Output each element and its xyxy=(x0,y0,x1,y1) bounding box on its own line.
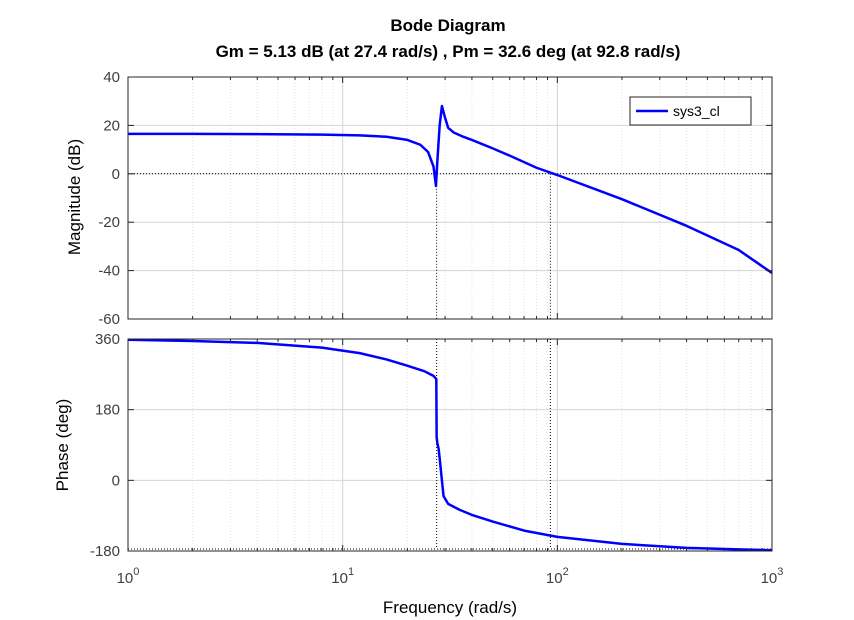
phase-axes-frame xyxy=(127,338,773,552)
magnitude-y-tick-label: 20 xyxy=(103,117,120,134)
magnitude-y-tick-label: -60 xyxy=(98,311,120,328)
magnitude-y-axis-label: Magnitude (dB) xyxy=(65,139,84,255)
phase-y-tick-label: 360 xyxy=(95,331,120,348)
phase-y-tick-label: 0 xyxy=(112,472,120,489)
chart-title: Bode Diagram xyxy=(390,16,505,35)
phase-panel: 360 180 0 -180 xyxy=(90,331,773,560)
legend-label-sys3-cl: sys3_cl xyxy=(673,103,720,119)
x-tick-label: 100 xyxy=(117,566,140,587)
x-tick-base: 10 xyxy=(546,570,563,587)
phase-y-axis-label: Phase (deg) xyxy=(53,399,72,492)
chart-subtitle: Gm = 5.13 dB (at 27.4 rad/s) , Pm = 32.6… xyxy=(216,42,681,61)
x-axis-label: Frequency (rad/s) xyxy=(383,598,517,617)
x-tick-exponent: 3 xyxy=(777,566,783,578)
x-tick-base: 10 xyxy=(331,570,348,587)
x-tick-base: 10 xyxy=(761,570,778,587)
phase-y-tick-label: 180 xyxy=(95,402,120,419)
magnitude-y-tick-label: 0 xyxy=(112,166,120,183)
x-tick-exponent: 2 xyxy=(563,566,569,578)
legend: sys3_cl xyxy=(629,96,752,126)
magnitude-y-tick-label: -40 xyxy=(98,263,120,280)
magnitude-y-tick-label: -20 xyxy=(98,214,120,231)
phase-series-line-sys3-cl xyxy=(127,338,773,552)
magnitude-y-tick-label: 40 xyxy=(103,69,120,86)
x-tick-exponent: 0 xyxy=(133,566,139,578)
x-tick-label: 103 xyxy=(761,566,784,587)
phase-plot-area xyxy=(128,339,772,551)
phase-y-tick-label: -180 xyxy=(90,543,120,560)
magnitude-axes-frame xyxy=(127,76,773,320)
x-tick-label: 101 xyxy=(331,566,354,587)
x-tick-exponent: 1 xyxy=(348,566,354,578)
x-tick-base: 10 xyxy=(117,570,134,587)
x-tick-label: 102 xyxy=(546,566,569,587)
magnitude-series-line-sys3-cl xyxy=(128,104,773,275)
